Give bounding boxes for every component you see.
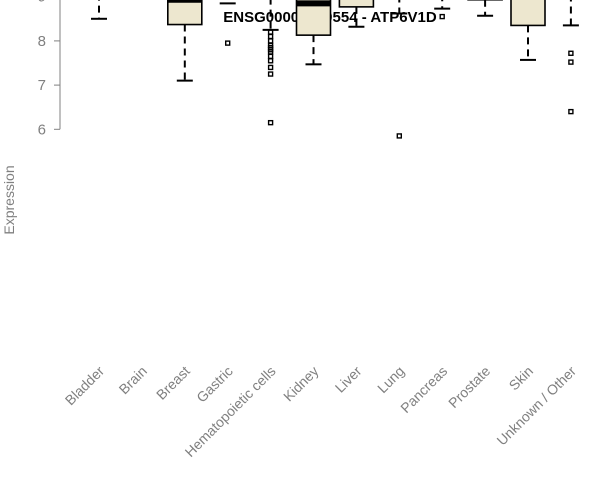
y-tick-label: 7 bbox=[38, 77, 46, 94]
x-tick-label: Pancreas bbox=[397, 363, 450, 416]
outlier-point bbox=[267, 119, 274, 126]
outlier-point bbox=[267, 38, 274, 44]
outlier-point bbox=[224, 40, 231, 46]
outlier-point bbox=[568, 59, 574, 65]
box-iqr bbox=[167, 0, 203, 26]
x-tick-label: Unknown / Other bbox=[493, 363, 579, 449]
box-6 bbox=[338, 0, 375, 28]
outlier-point bbox=[267, 71, 274, 77]
box-4 bbox=[262, 0, 279, 126]
box-3 bbox=[219, 0, 236, 46]
outlier-point bbox=[267, 33, 274, 40]
x-tick-label: Gastric bbox=[193, 363, 236, 406]
y-tick-label: 8 bbox=[38, 33, 46, 50]
y-tick-label: 6 bbox=[38, 121, 46, 138]
outlier-point bbox=[568, 50, 574, 56]
outlier-point bbox=[267, 58, 274, 64]
box-5 bbox=[295, 0, 332, 66]
x-tick-label: Lung bbox=[374, 363, 407, 396]
x-tick-label: Bladder bbox=[62, 363, 108, 409]
outlier-point bbox=[439, 13, 445, 20]
y-axis: 678910111213 bbox=[38, 0, 61, 138]
x-tick-label: Liver bbox=[332, 363, 365, 396]
x-tick-label: Breast bbox=[153, 363, 193, 403]
x-tick-label: Skin bbox=[506, 363, 537, 394]
outlier-point bbox=[267, 53, 274, 60]
box-9 bbox=[467, 0, 503, 17]
x-tick-label: Prostate bbox=[445, 363, 493, 411]
box-2 bbox=[167, 0, 203, 82]
box-0 bbox=[91, 0, 107, 20]
x-tick-label: Kidney bbox=[280, 363, 322, 405]
x-tick-label: Brain bbox=[116, 363, 150, 397]
outlier-point bbox=[396, 133, 402, 139]
box-group bbox=[91, 0, 579, 139]
box-7 bbox=[391, 0, 408, 139]
box-iqr bbox=[510, 0, 546, 27]
box-iqr bbox=[338, 0, 375, 8]
box-11 bbox=[562, 0, 579, 115]
outlier-point bbox=[568, 108, 574, 115]
box-8 bbox=[434, 0, 451, 20]
box-10 bbox=[510, 0, 546, 61]
outlier-point bbox=[267, 64, 274, 71]
y-tick-label: 9 bbox=[38, 0, 46, 6]
outlier-point bbox=[267, 29, 274, 35]
y-axis-label: Expression bbox=[1, 165, 17, 234]
